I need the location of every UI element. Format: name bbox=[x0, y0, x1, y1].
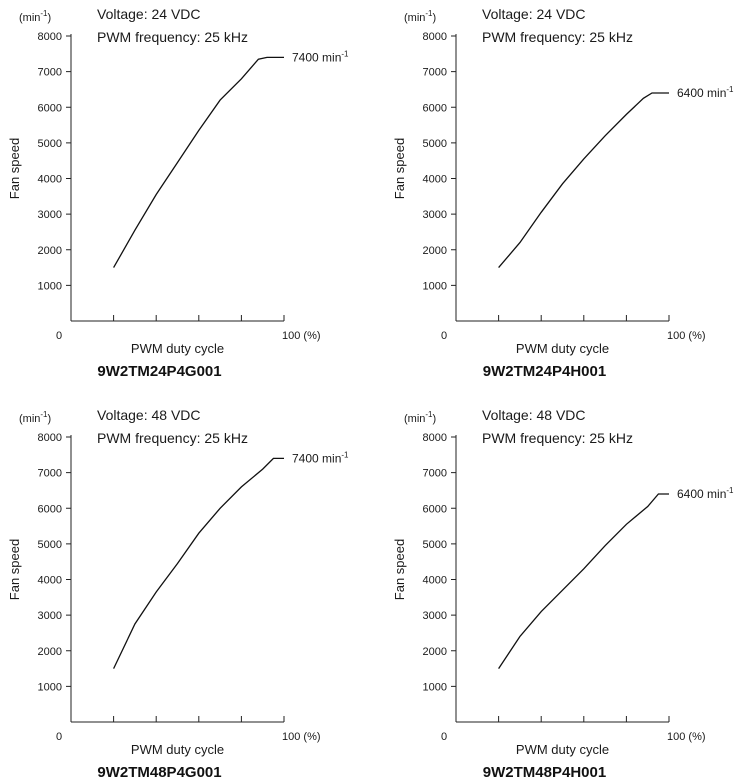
pwm-frequency-label: PWM frequency: 25 kHz bbox=[482, 29, 633, 45]
fan-speed-curve bbox=[498, 92, 669, 269]
y-tick-label: 8000 bbox=[38, 432, 62, 444]
voltage-label: Voltage: 24 VDC bbox=[97, 6, 201, 22]
x-axis-label: PWM duty cycle bbox=[131, 742, 224, 757]
model-title: 9W2TM24P4H001 bbox=[483, 363, 606, 380]
y-tick-label: 3000 bbox=[38, 610, 62, 622]
y-tick-label: 3000 bbox=[423, 610, 447, 622]
y-axis-label: Fan speed bbox=[7, 539, 22, 600]
y-axis-label: Fan speed bbox=[392, 539, 407, 600]
y-axis-label: Fan speed bbox=[392, 138, 407, 199]
model-title: 9W2TM24P4G001 bbox=[97, 363, 221, 380]
y-tick-label: 2000 bbox=[423, 245, 447, 257]
pwm-frequency-label: PWM frequency: 25 kHz bbox=[482, 430, 633, 446]
y-unit-label: (min-1) bbox=[404, 410, 436, 425]
x-origin-label: 0 bbox=[56, 731, 62, 743]
y-tick-label: 7000 bbox=[38, 67, 62, 79]
y-tick-label: 5000 bbox=[38, 539, 62, 551]
y-tick-label: 8000 bbox=[423, 432, 447, 444]
y-unit-label: (min-1) bbox=[19, 410, 51, 425]
model-title: 9W2TM48P4G001 bbox=[97, 764, 221, 781]
x-axis-label: PWM duty cycle bbox=[516, 742, 609, 757]
x-end-label: 100 (%) bbox=[282, 731, 321, 743]
y-unit-label: (min-1) bbox=[19, 9, 51, 24]
y-tick-label: 6000 bbox=[38, 102, 62, 114]
end-value-label: 6400 min-1 bbox=[677, 85, 734, 100]
x-end-label: 100 (%) bbox=[667, 330, 706, 342]
x-end-label: 100 (%) bbox=[667, 731, 706, 743]
x-axis-label: PWM duty cycle bbox=[131, 341, 224, 356]
fan-speed-chart-3: 1000 2000 3000 4000 5000 6000 7000 8000 0 100 (%)… bbox=[7, 407, 349, 781]
y-tick-label: 1000 bbox=[423, 280, 447, 292]
voltage-label: Voltage: 48 VDC bbox=[97, 407, 201, 423]
y-tick-label: 3000 bbox=[38, 209, 62, 221]
x-axis-label: PWM duty cycle bbox=[516, 341, 609, 356]
y-tick-label: 5000 bbox=[38, 138, 62, 150]
y-tick-label: 8000 bbox=[38, 31, 62, 43]
y-tick-label: 4000 bbox=[38, 575, 62, 587]
fan-speed-chart-1: 1000 2000 3000 4000 5000 6000 7000 8000 0 100 (%)… bbox=[7, 6, 349, 380]
y-tick-label: 4000 bbox=[38, 174, 62, 186]
y-tick-label: 1000 bbox=[38, 280, 62, 292]
y-tick-label: 6000 bbox=[423, 503, 447, 515]
y-tick-label: 7000 bbox=[38, 468, 62, 480]
x-origin-label: 0 bbox=[56, 330, 62, 342]
pwm-frequency-label: PWM frequency: 25 kHz bbox=[97, 430, 248, 446]
y-tick-label: 4000 bbox=[423, 174, 447, 186]
y-tick-label: 2000 bbox=[38, 646, 62, 658]
y-tick-label: 5000 bbox=[423, 138, 447, 150]
pwm-frequency-label: PWM frequency: 25 kHz bbox=[97, 29, 248, 45]
y-tick-label: 7000 bbox=[423, 67, 447, 79]
end-value-label: 6400 min-1 bbox=[677, 486, 734, 501]
y-tick-label: 7000 bbox=[423, 468, 447, 480]
fan-speed-curve bbox=[498, 493, 669, 669]
y-tick-label: 6000 bbox=[423, 102, 447, 114]
y-tick-label: 1000 bbox=[423, 681, 447, 693]
y-tick-label: 1000 bbox=[38, 681, 62, 693]
end-value-label: 7400 min-1 bbox=[292, 49, 349, 64]
fan-speed-chart-4: 1000 2000 3000 4000 5000 6000 7000 8000 0 100 (%)… bbox=[392, 407, 734, 781]
y-tick-label: 2000 bbox=[423, 646, 447, 658]
fan-speed-chart-2: 1000 2000 3000 4000 5000 6000 7000 8000 0 100 (%)… bbox=[392, 6, 734, 380]
y-unit-label: (min-1) bbox=[404, 9, 436, 24]
y-tick-label: 3000 bbox=[423, 209, 447, 221]
end-value-label: 7400 min-1 bbox=[292, 450, 349, 465]
model-title: 9W2TM48P4H001 bbox=[483, 764, 606, 781]
y-axis-label: Fan speed bbox=[7, 138, 22, 199]
y-tick-label: 4000 bbox=[423, 575, 447, 587]
x-end-label: 100 (%) bbox=[282, 330, 321, 342]
fan-speed-curve bbox=[113, 457, 284, 669]
y-tick-label: 6000 bbox=[38, 503, 62, 515]
y-tick-label: 2000 bbox=[38, 245, 62, 257]
y-tick-label: 5000 bbox=[423, 539, 447, 551]
voltage-label: Voltage: 24 VDC bbox=[482, 6, 586, 22]
x-origin-label: 0 bbox=[441, 731, 447, 743]
y-tick-label: 8000 bbox=[423, 31, 447, 43]
x-origin-label: 0 bbox=[441, 330, 447, 342]
voltage-label: Voltage: 48 VDC bbox=[482, 407, 586, 423]
fan-speed-curve bbox=[113, 56, 284, 268]
